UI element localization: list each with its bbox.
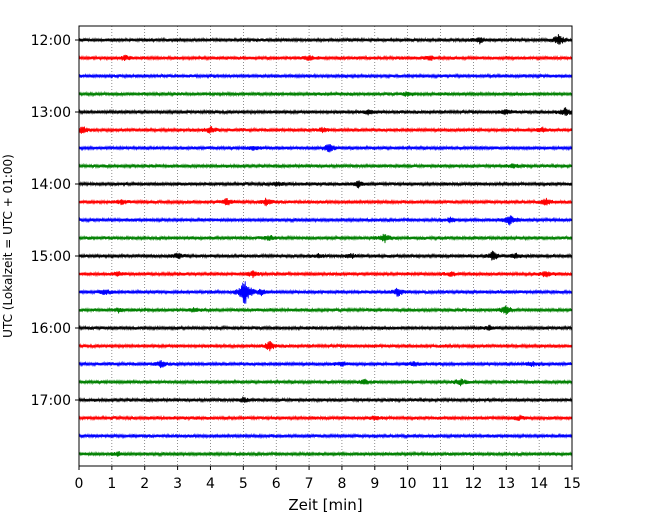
y-tick-label: 13:00 [31, 105, 71, 121]
trace-1345 [78, 162, 573, 170]
x-tick-label: 11 [432, 476, 450, 492]
x-tick-label: 5 [239, 476, 248, 492]
traces-group [78, 34, 573, 458]
plot-frame [78, 25, 573, 467]
trace-1730 [78, 432, 573, 440]
y-tick-label: 16:00 [31, 321, 71, 337]
trace-1400 [78, 180, 573, 189]
x-tick-label: 3 [173, 476, 182, 492]
trace-1245 [78, 90, 573, 98]
trace-1200 [78, 34, 573, 45]
trace-1630 [78, 360, 573, 369]
x-tick-label: 6 [272, 476, 281, 492]
trace-1415 [78, 197, 573, 207]
trace-1500 [78, 250, 573, 261]
plot-background [79, 26, 572, 466]
trace-1445 [78, 233, 573, 244]
x-tick-label: 13 [497, 476, 515, 492]
trace-1530 [78, 281, 573, 304]
trace-1600 [78, 324, 573, 332]
trace-1330 [78, 144, 573, 153]
trace-1745 [78, 450, 573, 458]
trace-1700 [78, 396, 573, 404]
x-tick-label: 2 [140, 476, 149, 492]
trace-1715 [78, 414, 573, 422]
x-axis-ticks: 0 1 2 3 4 5 6 7 8 9 10 11 12 13 14 15 [75, 466, 581, 492]
trace-1515 [78, 270, 573, 279]
grid-lines [111, 26, 540, 466]
x-tick-label: 9 [370, 476, 379, 492]
x-tick-label: 12 [464, 476, 482, 492]
trace-1215 [78, 54, 573, 62]
x-tick-label: 10 [399, 476, 417, 492]
trace-1645 [78, 378, 573, 387]
y-tick-label: 12:00 [31, 33, 71, 49]
trace-1230 [78, 72, 573, 80]
trace-1300 [78, 107, 573, 117]
y-tick-label: 14:00 [31, 177, 71, 193]
y-axis-ticks: 12:00 13:00 14:00 15:00 16:00 17:00 [31, 33, 79, 409]
trace-1315 [78, 126, 573, 134]
x-axis-label: Zeit [min] [288, 496, 362, 514]
y-tick-label: 15:00 [31, 249, 71, 265]
x-tick-label: 1 [107, 476, 116, 492]
y-axis-label: UTC (Lokalzeit = UTC + 01:00) [1, 154, 15, 338]
x-tick-label: 7 [305, 476, 314, 492]
x-tick-label: 0 [75, 476, 84, 492]
trace-1545 [78, 305, 573, 316]
trace-1615 [78, 341, 573, 352]
x-tick-label: 4 [206, 476, 215, 492]
x-tick-label: 14 [530, 476, 548, 492]
y-tick-label: 17:00 [31, 393, 71, 409]
trace-1430 [78, 215, 573, 226]
x-tick-label: 15 [563, 476, 581, 492]
x-tick-label: 8 [337, 476, 346, 492]
